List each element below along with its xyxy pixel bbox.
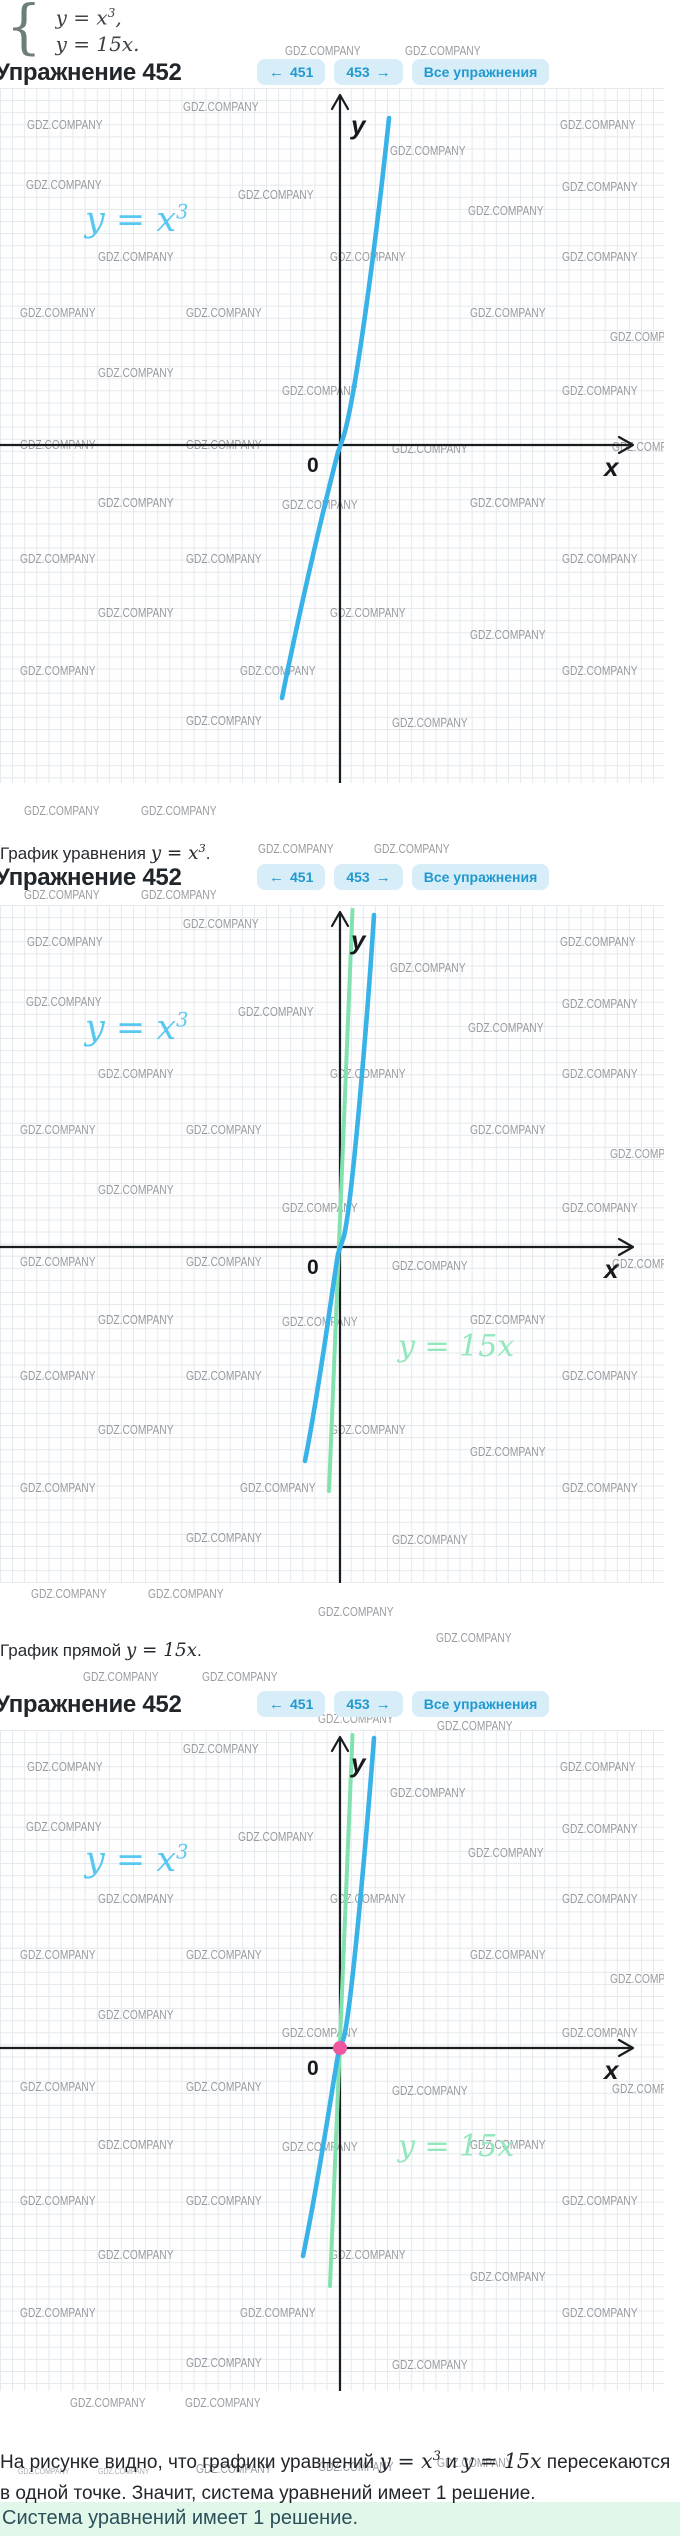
y-axis-label: y: [351, 925, 366, 955]
brace-icon: {: [6, 0, 42, 62]
origin-label: 0: [307, 2057, 319, 2080]
watermark: GDZ.COMPANY: [70, 2396, 146, 2410]
line-curve-label: y = 15x: [398, 2129, 515, 2164]
system-equation-2: y = 15x.: [55, 31, 140, 56]
exercise-nav: ← 451 453 → Все упражнения: [257, 59, 550, 85]
y-axis-label: y: [351, 110, 366, 140]
watermark: GDZ.COMPANY: [83, 1670, 159, 1684]
right-arrow-icon: →: [375, 63, 391, 81]
line-curve-label: y = 15x: [398, 1329, 515, 1364]
watermark: GDZ.COMPANY: [318, 1605, 394, 1619]
x-axis-arrow-icon: [617, 1237, 635, 1257]
exercise-title: Упражнение 452: [0, 1691, 182, 1718]
answer-box: Система уравнений имеет 1 решение.: [0, 2502, 680, 2536]
line-curve: [327, 908, 355, 1493]
exercise-header-2: Упражнение 452 ← 451 453 → Все упражнения: [0, 862, 680, 894]
cubic-curve: [300, 1735, 377, 2259]
graph-caption-1: График уравнения y = x3.: [0, 841, 211, 865]
y-axis-arrow-icon: [330, 910, 350, 928]
all-exercises-button[interactable]: Все упражнения: [411, 1691, 550, 1717]
watermark: GDZ.COMPANY: [24, 804, 100, 818]
conclusion-text: На рисунке видно, что графики уравнений …: [0, 2448, 671, 2504]
next-exercise-button[interactable]: 453 →: [334, 59, 403, 85]
exercise-header-1: Упражнение 452 ← 451 453 → Все упражнения: [0, 57, 680, 89]
prev-exercise-button[interactable]: ← 451: [257, 864, 326, 890]
origin-label: 0: [307, 454, 319, 477]
exercise-title: Упражнение 452: [0, 864, 182, 891]
x-axis-label: x: [604, 2055, 619, 2085]
watermark: GDZ.COMPANY: [405, 44, 481, 58]
line-curve: [328, 1733, 355, 2288]
all-exercises-button[interactable]: Все упражнения: [411, 59, 550, 85]
watermark: GDZ.COMPANY: [202, 1670, 278, 1684]
left-arrow-icon: ←: [269, 868, 284, 886]
graph-intersection: y x 0 y = x3 y = 15x GDZ.COMPANY GDZ.COMP…: [0, 1730, 664, 2391]
prev-exercise-button[interactable]: ← 451: [257, 59, 326, 85]
y-axis-label: y: [351, 1748, 366, 1778]
watermark: GDZ.COMPANY: [285, 44, 361, 58]
left-arrow-icon: ←: [269, 1695, 284, 1713]
exercise-header-3: Упражнение 452 ← 451 453 → Все упражнения: [0, 1689, 680, 1721]
exercise-nav: ← 451 453 → Все упражнения: [257, 1691, 550, 1717]
exercise-title: Упражнение 452: [0, 59, 182, 86]
watermark: GDZ.COMPANY: [148, 1587, 224, 1601]
cubic-curve: [302, 912, 377, 1464]
right-arrow-icon: →: [375, 1695, 391, 1713]
system-equation-1: y = x3,: [55, 5, 122, 30]
right-arrow-icon: →: [375, 868, 391, 886]
cubic-curve-label: y = x3: [85, 1840, 189, 1880]
cubic-curve-label: y = x3: [85, 1008, 189, 1048]
watermark: GDZ.COMPANY: [185, 2396, 261, 2410]
next-exercise-button[interactable]: 453 →: [334, 864, 403, 890]
graph-cubic: y x 0 y = x3 GDZ.COMPANY GDZ.COMPANY GDZ.C…: [0, 88, 664, 783]
next-exercise-button[interactable]: 453 →: [334, 1691, 403, 1717]
intersection-point: [333, 2041, 347, 2055]
y-axis-arrow-icon: [330, 93, 350, 111]
all-exercises-button[interactable]: Все упражнения: [411, 864, 550, 890]
graph-caption-2: График прямой y = 15x.: [0, 1640, 202, 1661]
graph-cubic-and-line: y x 0 y = x3 y = 15x GDZ.COMPANY GDZ.COMP…: [0, 905, 664, 1583]
prev-exercise-button[interactable]: ← 451: [257, 1691, 326, 1717]
left-arrow-icon: ←: [269, 63, 284, 81]
watermark: GDZ.COMPANY: [141, 804, 217, 818]
answer-text: Система уравнений имеет 1 решение.: [2, 2507, 359, 2529]
x-axis-arrow-icon: [617, 435, 635, 455]
x-axis-arrow-icon: [617, 2038, 635, 2058]
x-axis-label: x: [604, 452, 619, 482]
y-axis-arrow-icon: [330, 1735, 350, 1753]
watermark: GDZ.COMPANY: [31, 1587, 107, 1601]
cubic-curve: [279, 115, 392, 701]
exercise-nav: ← 451 453 → Все упражнения: [257, 864, 550, 890]
x-axis-label: x: [604, 1254, 619, 1284]
cubic-curve-label: y = x3: [85, 200, 189, 240]
origin-label: 0: [307, 1256, 319, 1279]
equation-system: { y = x3, y = 15x.: [6, 0, 140, 57]
